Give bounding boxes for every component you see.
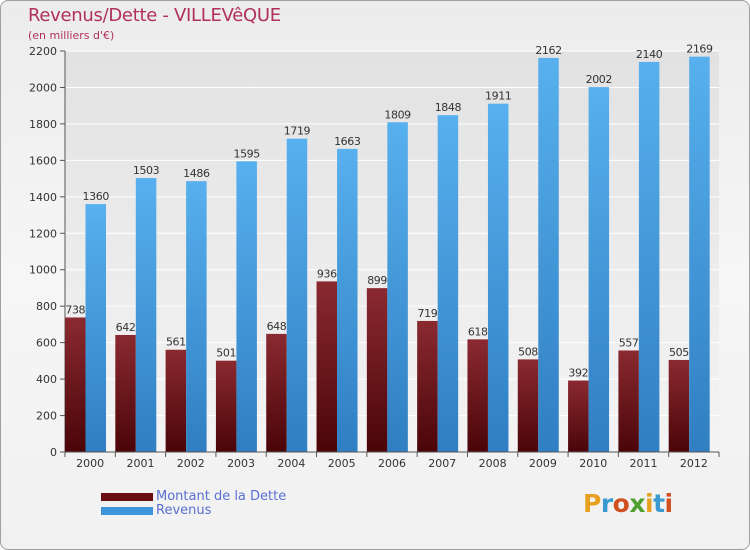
bar-debt bbox=[467, 339, 488, 452]
x-tick-label: 2002 bbox=[177, 457, 205, 470]
proxiti-logo: Proxiti bbox=[583, 489, 673, 518]
bar-debt bbox=[668, 359, 690, 452]
legend-swatch-revenus bbox=[101, 506, 153, 515]
bar-debt bbox=[215, 360, 237, 452]
y-tick-label: 2200 bbox=[29, 45, 57, 58]
logo-letter: t bbox=[653, 489, 665, 518]
bar-revenus bbox=[437, 115, 459, 452]
logo-letter: o bbox=[612, 489, 630, 518]
data-label-debt: 738 bbox=[65, 303, 85, 316]
legend-item-revenus: Revenus bbox=[101, 503, 211, 518]
x-tick-label: 2008 bbox=[479, 457, 507, 470]
bar-revenus bbox=[186, 181, 207, 452]
data-label-debt: 642 bbox=[116, 321, 136, 334]
x-tick-label: 2012 bbox=[680, 457, 708, 470]
bar-revenus bbox=[689, 56, 710, 453]
bar-revenus bbox=[638, 61, 660, 452]
data-label-debt: 501 bbox=[216, 347, 236, 360]
logo-letter: i bbox=[645, 489, 654, 518]
bar-debt bbox=[618, 350, 639, 452]
data-label-revenus: 1595 bbox=[233, 147, 260, 160]
legend-label-debt: Montant de la Dette bbox=[156, 489, 287, 504]
data-label-debt: 557 bbox=[619, 336, 639, 349]
legend-label-revenus: Revenus bbox=[156, 503, 212, 518]
data-label-debt: 648 bbox=[267, 320, 287, 333]
y-tick-label: 1400 bbox=[29, 191, 57, 204]
data-label-debt: 508 bbox=[518, 345, 538, 358]
bar-revenus bbox=[85, 204, 106, 452]
logo-letter: P bbox=[583, 489, 601, 518]
bar-revenus bbox=[337, 148, 358, 453]
logo-letter: i bbox=[664, 489, 674, 518]
bar-debt bbox=[115, 334, 136, 452]
data-label-revenus: 1848 bbox=[435, 101, 462, 114]
x-tick-label: 2007 bbox=[428, 457, 456, 470]
bar-revenus bbox=[487, 103, 509, 452]
x-tick-label: 2001 bbox=[126, 457, 154, 470]
bar-debt bbox=[65, 317, 86, 452]
data-label-debt: 618 bbox=[468, 325, 488, 338]
x-tick-label: 2011 bbox=[630, 457, 658, 470]
bar-revenus bbox=[286, 138, 308, 452]
data-label-revenus: 1719 bbox=[284, 125, 311, 138]
x-tick-label: 2003 bbox=[227, 457, 255, 470]
bar-debt bbox=[366, 288, 388, 452]
data-label-revenus: 1663 bbox=[334, 135, 361, 148]
y-tick-label: 1800 bbox=[29, 118, 57, 131]
legend-item-debt: Montant de la Dette bbox=[101, 489, 286, 504]
y-tick-label: 1200 bbox=[29, 227, 57, 240]
data-label-revenus: 2002 bbox=[586, 73, 612, 86]
data-label-revenus: 1503 bbox=[133, 164, 160, 177]
x-tick-label: 2004 bbox=[277, 457, 305, 470]
data-label-revenus: 2162 bbox=[535, 44, 561, 57]
y-tick-label: 2000 bbox=[29, 81, 57, 94]
bar-revenus bbox=[236, 161, 257, 452]
data-label-revenus: 2140 bbox=[636, 48, 663, 61]
bar-revenus bbox=[387, 122, 408, 452]
bar-revenus bbox=[588, 87, 610, 452]
chart-title: Revenus/Dette - VILLEVêQUE bbox=[28, 5, 281, 26]
y-tick-label: 400 bbox=[36, 373, 57, 386]
data-label-revenus: 1911 bbox=[485, 90, 511, 103]
y-tick-label: 1600 bbox=[29, 154, 57, 167]
bar-revenus bbox=[538, 57, 559, 453]
x-tick-label: 2005 bbox=[328, 457, 356, 470]
x-tick-label: 2006 bbox=[378, 457, 406, 470]
data-label-debt: 719 bbox=[418, 307, 438, 320]
x-tick-label: 2000 bbox=[76, 457, 104, 470]
chart-subtitle: (en milliers d'€) bbox=[28, 29, 115, 42]
y-tick-label: 800 bbox=[36, 300, 57, 313]
data-label-debt: 936 bbox=[317, 267, 337, 280]
bar-debt bbox=[417, 320, 438, 452]
bar-debt bbox=[517, 359, 539, 452]
data-label-revenus: 1486 bbox=[183, 167, 210, 180]
y-tick-label: 600 bbox=[36, 337, 57, 350]
data-label-debt: 561 bbox=[166, 336, 186, 349]
data-label-debt: 899 bbox=[367, 274, 387, 287]
x-tick-label: 2010 bbox=[579, 457, 607, 470]
bar-debt bbox=[568, 380, 589, 452]
x-tick-label: 2009 bbox=[529, 457, 557, 470]
y-tick-label: 200 bbox=[36, 410, 57, 423]
y-tick-label: 0 bbox=[50, 446, 57, 459]
data-label-revenus: 1360 bbox=[83, 190, 110, 203]
bar-debt bbox=[266, 333, 287, 452]
data-label-revenus: 2169 bbox=[686, 43, 713, 56]
logo-letter: x bbox=[629, 489, 645, 518]
bar-revenus bbox=[135, 178, 157, 452]
logo-letter: r bbox=[600, 489, 613, 518]
bar-debt bbox=[316, 281, 338, 452]
data-label-revenus: 1809 bbox=[384, 108, 411, 121]
y-tick-label: 1000 bbox=[29, 264, 57, 277]
legend-swatch-debt bbox=[101, 492, 153, 501]
data-label-debt: 505 bbox=[669, 346, 689, 359]
data-label-debt: 392 bbox=[568, 367, 588, 380]
bar-debt bbox=[165, 349, 187, 452]
